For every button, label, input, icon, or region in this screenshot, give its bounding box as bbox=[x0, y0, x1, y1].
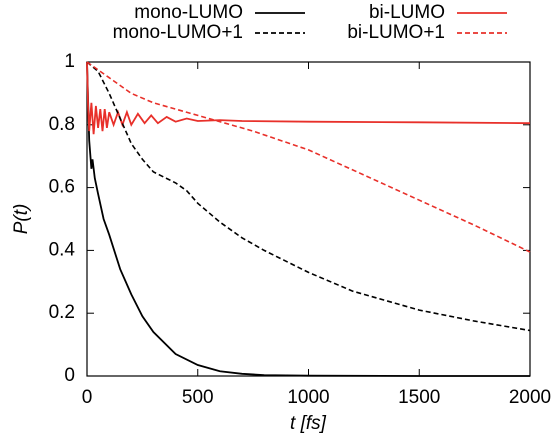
x-tick-label: 0 bbox=[82, 387, 93, 408]
legend-label: mono-LUMO+1 bbox=[113, 22, 243, 43]
line-series bbox=[86, 61, 531, 332]
plot-frame bbox=[86, 61, 531, 377]
x-tick-label: 500 bbox=[182, 387, 214, 408]
y-tick-label: 0 bbox=[64, 365, 75, 386]
y-tick-label: 0.4 bbox=[49, 239, 76, 260]
y-tick-label: 1 bbox=[64, 51, 75, 72]
line-series bbox=[86, 61, 531, 135]
line-series bbox=[86, 61, 531, 253]
line-series bbox=[86, 61, 530, 377]
y-tick-label: 0.8 bbox=[49, 114, 75, 135]
x-tick-label: 1500 bbox=[398, 387, 440, 408]
y-axis-label: P(t) bbox=[11, 204, 32, 235]
x-tick-label: 1000 bbox=[287, 387, 329, 408]
y-tick-label: 0.6 bbox=[49, 177, 75, 198]
legend-label: bi-LUMO+1 bbox=[347, 22, 445, 43]
y-tick-label: 0.2 bbox=[49, 302, 75, 323]
x-tick-label: 2000 bbox=[509, 387, 551, 408]
legend-label: bi-LUMO bbox=[369, 2, 445, 23]
x-axis-label: t [fs] bbox=[290, 413, 327, 434]
legend-label: mono-LUMO bbox=[134, 2, 243, 23]
